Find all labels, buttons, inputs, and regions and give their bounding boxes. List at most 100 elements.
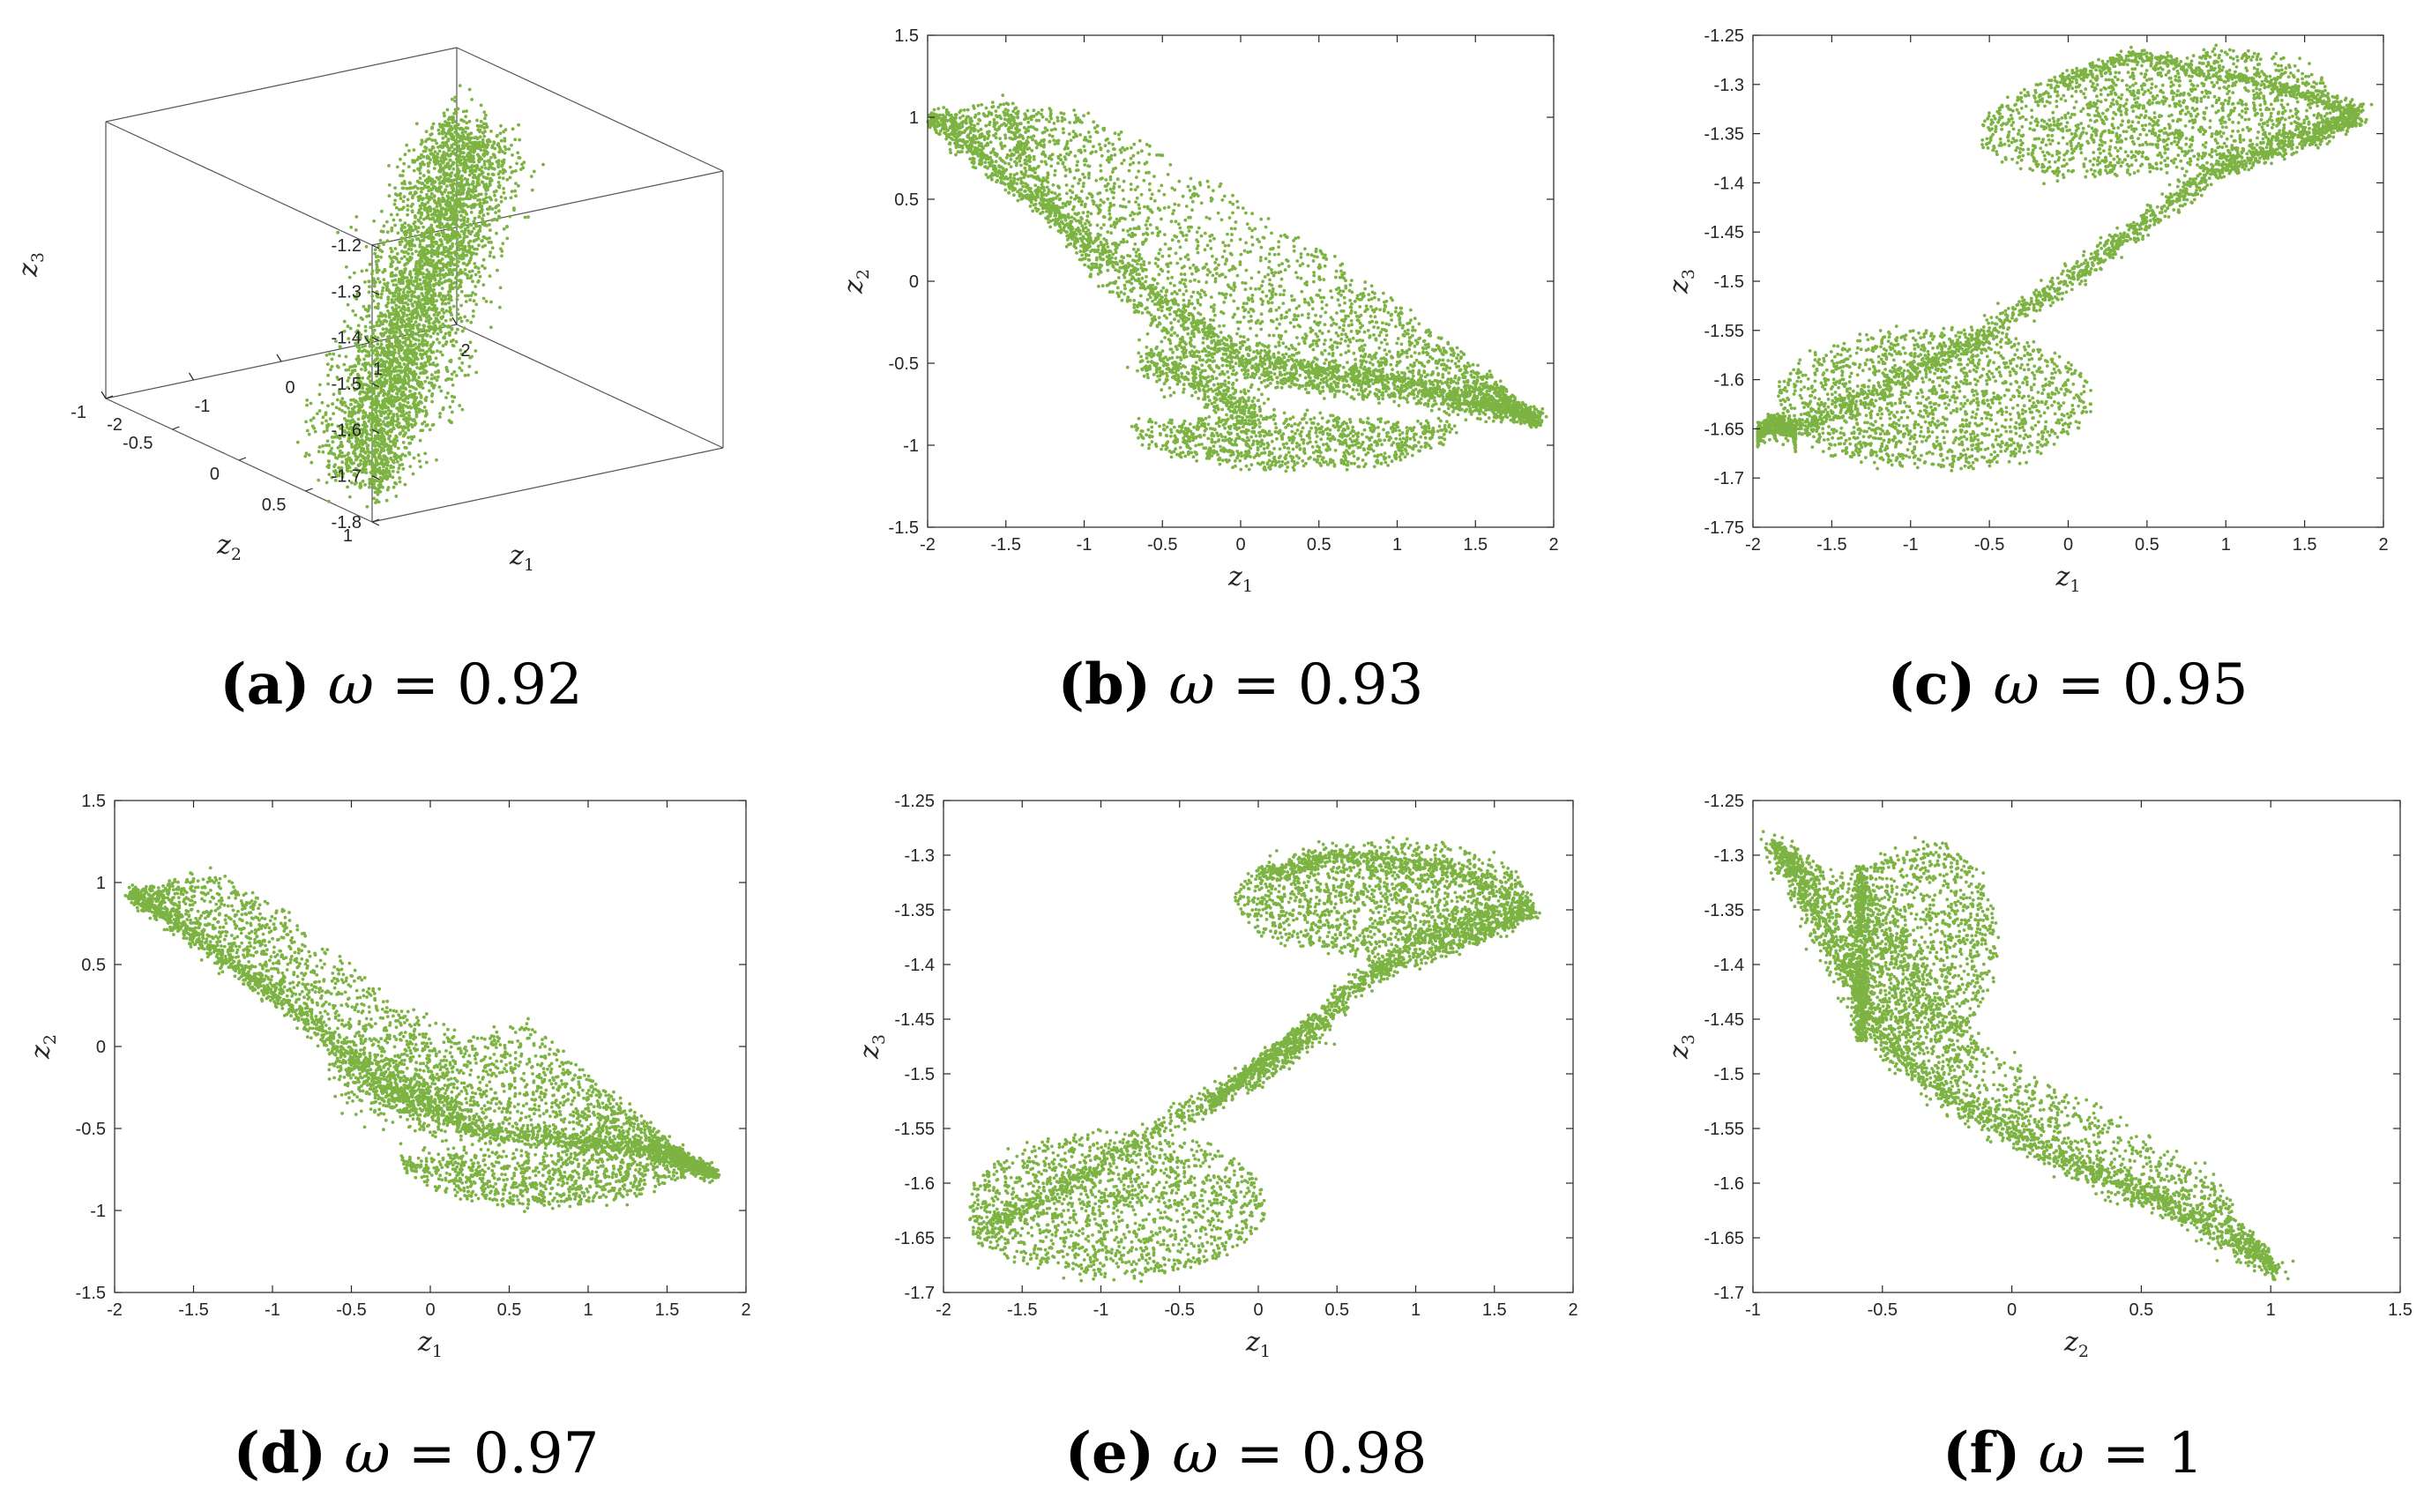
data-point	[514, 169, 518, 173]
data-point	[436, 349, 439, 353]
data-point	[425, 193, 429, 197]
data-point	[340, 397, 344, 400]
data-point	[423, 361, 427, 365]
data-point	[507, 147, 511, 151]
figure-canvas: -2-1012-1-0.500.51-1.8-1.7-1.6-1.5-1.4-1…	[0, 0, 2424, 1512]
data-point	[518, 138, 521, 142]
data-point	[367, 443, 370, 447]
data-point	[444, 302, 447, 306]
data-point	[483, 266, 487, 270]
data-point	[363, 483, 367, 487]
data-point	[321, 421, 324, 425]
data-point	[429, 428, 432, 432]
data-point	[492, 256, 496, 259]
data-point	[463, 326, 466, 330]
data-point	[485, 189, 489, 192]
data-point	[439, 350, 443, 354]
data-point	[490, 162, 494, 166]
data-point	[480, 148, 483, 152]
data-point	[466, 319, 469, 323]
data-point	[372, 345, 376, 348]
data-point	[398, 305, 401, 309]
data-point	[305, 451, 309, 455]
data-point	[458, 404, 461, 407]
data-point	[482, 297, 486, 301]
data-point	[430, 394, 434, 398]
data-point	[323, 430, 326, 434]
data-point	[413, 169, 416, 173]
data-point	[423, 380, 427, 384]
data-point	[489, 325, 493, 329]
data-point	[455, 340, 459, 344]
data-point	[382, 230, 385, 234]
data-point	[407, 149, 411, 153]
data-point	[345, 355, 348, 359]
data-point	[422, 174, 426, 177]
data-point	[403, 195, 406, 198]
data-point	[437, 234, 441, 237]
data-point	[385, 499, 389, 503]
data-point	[411, 252, 414, 256]
data-point	[345, 265, 348, 269]
data-point	[380, 343, 384, 346]
data-point	[310, 419, 313, 422]
data-point	[329, 368, 332, 371]
data-point	[369, 263, 372, 266]
data-point	[407, 414, 411, 418]
data-point	[489, 156, 493, 160]
box-edge	[372, 448, 723, 522]
data-point	[392, 470, 395, 473]
data-point	[497, 181, 501, 184]
data-point	[493, 194, 496, 197]
data-point	[472, 309, 475, 313]
data-point	[394, 435, 398, 438]
data-point	[406, 401, 410, 405]
data-point	[377, 277, 380, 280]
data-point	[377, 302, 380, 306]
data-point	[464, 374, 467, 377]
data-point	[406, 276, 409, 279]
data-point	[511, 190, 514, 193]
data-point	[482, 213, 486, 217]
data-point	[377, 336, 380, 339]
data-point	[399, 158, 402, 161]
data-point	[397, 352, 400, 355]
data-point	[487, 173, 490, 176]
data-point	[471, 270, 474, 273]
data-point	[419, 172, 422, 175]
data-point	[427, 169, 430, 173]
data-point	[510, 196, 513, 199]
box-edge	[457, 324, 723, 448]
data-point	[380, 250, 384, 253]
data-point	[530, 175, 533, 178]
data-point	[503, 191, 506, 195]
data-point	[407, 165, 411, 168]
data-point	[392, 486, 396, 489]
data-point	[474, 273, 478, 277]
data-point	[489, 130, 493, 133]
data-point	[382, 287, 385, 290]
data-point	[342, 363, 346, 367]
data-point	[367, 279, 370, 283]
data-point	[370, 272, 374, 276]
data-point	[401, 294, 405, 298]
data-point	[407, 224, 411, 227]
data-point	[509, 215, 512, 219]
data-point	[423, 406, 427, 409]
data-point	[435, 458, 438, 462]
data-point	[397, 447, 400, 451]
data-point	[474, 349, 478, 353]
data-point	[368, 486, 371, 489]
data-point	[459, 159, 463, 162]
data-point	[489, 228, 492, 232]
data-point	[399, 219, 402, 222]
data-point	[340, 451, 344, 455]
box-edge	[106, 122, 372, 245]
data-point	[459, 235, 462, 239]
data-point	[447, 302, 451, 305]
data-point	[481, 264, 484, 268]
data-point	[531, 189, 534, 192]
data-point	[411, 194, 414, 197]
data-point	[441, 137, 444, 140]
data-point	[392, 283, 396, 287]
